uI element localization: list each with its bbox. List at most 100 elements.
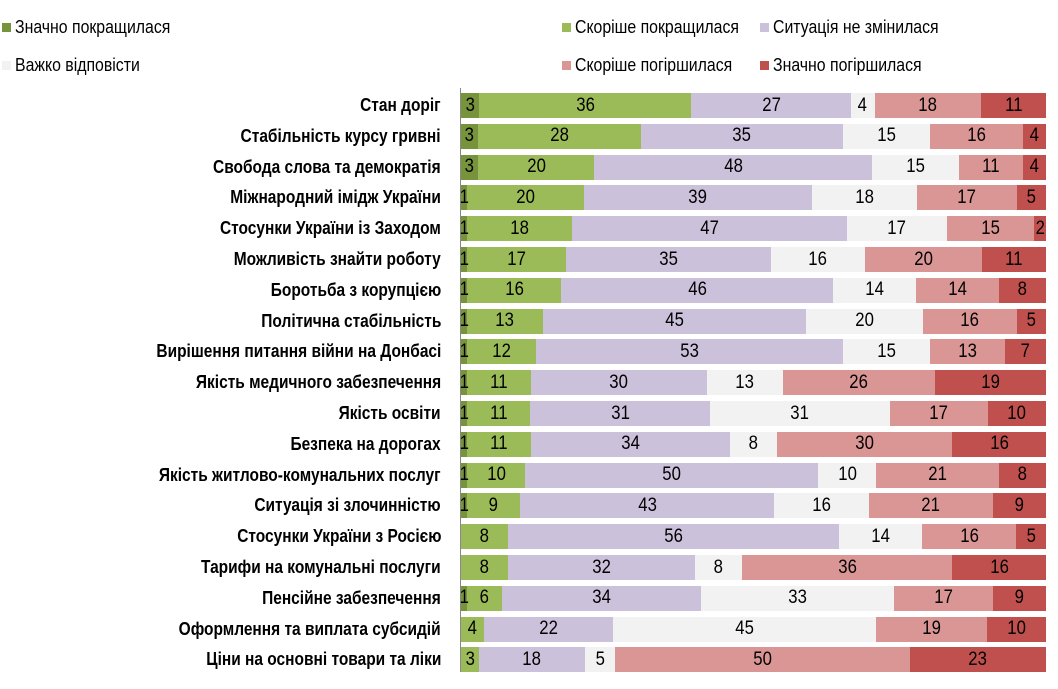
category-label: Якість освіти (339, 403, 441, 423)
data-label: 11 (489, 402, 508, 424)
bar-segment: 56 (508, 524, 840, 550)
data-label: 53 (680, 340, 700, 362)
bar-segment: 8 (999, 462, 1046, 488)
bar-segment: 3 (461, 647, 479, 673)
data-label: 10 (486, 464, 506, 486)
bar-segment: 4 (1022, 154, 1046, 180)
bar-segment: 11 (981, 247, 1046, 272)
category-label: Тарифи на комунальні послуги (201, 557, 441, 577)
data-label: 1 (459, 464, 469, 486)
bar-row: 1 17 35 16 20 11 (459, 247, 1046, 272)
bar-segment: 3 (461, 123, 479, 149)
data-label: 16 (989, 556, 1009, 578)
bar-segment: 5 (585, 647, 615, 673)
data-label: 17 (934, 587, 953, 609)
data-label: 45 (735, 618, 754, 640)
data-label: 10 (1007, 402, 1027, 424)
data-label: 6 (479, 587, 490, 609)
bar-segment: 16 (930, 123, 1023, 149)
data-label: 17 (929, 402, 949, 424)
bar-segment: 2 (1034, 216, 1046, 242)
data-label: 28 (550, 125, 569, 147)
bar-segment: 15 (843, 339, 931, 365)
data-label: 10 (1007, 618, 1027, 640)
bar-segment: 19 (876, 616, 988, 642)
data-label: 4 (468, 618, 478, 640)
bar-segment: 18 (874, 93, 981, 118)
bar-segment: 1 (459, 339, 469, 365)
data-label: 3 (465, 125, 475, 147)
bar-segment: 46 (561, 277, 834, 303)
data-label: 4 (858, 94, 868, 116)
bar-segment: 4 (461, 616, 485, 642)
category-label: Ситуація зі злочинністю (254, 495, 441, 516)
bar-row: 3 18 5 50 23 (461, 647, 1046, 673)
bar-segment: 20 (466, 185, 584, 211)
data-label: 1 (459, 402, 469, 424)
data-label: 15 (981, 217, 1000, 239)
bar-segment: 13 (930, 339, 1006, 365)
data-label: 9 (488, 494, 499, 516)
bar-segment: 8 (694, 555, 742, 580)
bar-segment: 35 (566, 247, 772, 272)
data-label: 46 (688, 279, 707, 301)
y-axis-line (460, 88, 461, 672)
bar-segment: 34 (501, 585, 701, 611)
legend-item: Важко відповісти (2, 55, 157, 76)
category-label: Стосунки України із Заходом (220, 218, 441, 239)
bar-segment: 11 (959, 154, 1023, 180)
category-label: Якість житлово-комунальних послуг (159, 464, 441, 485)
bar-segment: 5 (1016, 524, 1046, 550)
bar-segment: 8 (730, 431, 777, 457)
bar-segment: 16 (774, 493, 869, 519)
category-label: Стан доріг (360, 95, 441, 115)
bar-segment: 17 (466, 247, 567, 272)
bar-segment: 36 (478, 93, 692, 118)
data-label: 1 (459, 279, 469, 301)
data-label: 17 (887, 217, 907, 239)
bar-row: 1 6 34 33 17 9 (459, 585, 1046, 611)
bar-segment: 11 (980, 93, 1046, 118)
data-label: 16 (812, 494, 831, 516)
bar-segment: 45 (542, 308, 807, 334)
data-label: 39 (688, 186, 708, 208)
category-label: Пенсійне забезпечення (262, 587, 441, 608)
data-label: 20 (526, 156, 546, 178)
bar-segment: 8 (998, 277, 1046, 303)
bar-row: 1 18 47 17 15 2 (459, 216, 1046, 242)
bar-segment: 16 (921, 524, 1017, 550)
bar-segment: 17 (917, 185, 1017, 211)
data-label: 13 (958, 340, 978, 362)
bar-segment: 1 (459, 462, 469, 488)
bar-segment: 26 (782, 370, 935, 396)
bar-segment: 3 (461, 93, 479, 118)
bar-segment: 23 (910, 647, 1046, 673)
data-label: 31 (610, 402, 630, 424)
data-label: 35 (659, 248, 678, 270)
data-label: 18 (855, 186, 874, 208)
bar-segment: 36 (741, 555, 953, 580)
category-label: Свобода слова та демократія (213, 156, 441, 177)
data-label: 36 (837, 556, 857, 578)
data-label: 23 (968, 648, 988, 670)
data-label: 15 (906, 156, 925, 178)
bar-segment: 48 (594, 154, 873, 180)
bar-segment: 1 (459, 308, 469, 334)
bar-row: 4 22 45 19 10 (461, 616, 1046, 642)
legend-swatch (2, 61, 11, 70)
bar-segment: 5 (1016, 185, 1046, 211)
bar-segment: 7 (1005, 339, 1046, 365)
legend-item: Ситуація не змінилася (760, 17, 961, 38)
legend-label: Значно погіршилася (773, 55, 922, 75)
bar-segment: 47 (572, 216, 848, 242)
data-label: 1 (459, 340, 469, 362)
data-label: 18 (510, 217, 529, 239)
bar-segment: 27 (691, 93, 851, 118)
data-label: 14 (865, 279, 884, 301)
legend-swatch (760, 61, 769, 70)
category-label: Стабільність курсу гривні (241, 125, 441, 146)
bar-segment: 11 (466, 370, 532, 396)
bar-row: 1 9 43 16 21 9 (459, 493, 1046, 519)
bar-segment: 30 (531, 370, 707, 396)
